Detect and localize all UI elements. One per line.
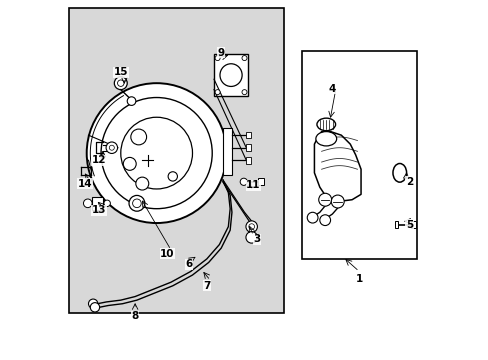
Bar — [395, 221, 398, 228]
Circle shape — [90, 303, 100, 312]
Circle shape — [318, 193, 331, 206]
Text: 12: 12 — [92, 155, 106, 165]
Text: 9: 9 — [217, 48, 224, 58]
Text: 13: 13 — [92, 206, 106, 216]
Circle shape — [240, 178, 247, 185]
Bar — [301, 51, 416, 259]
Bar — [245, 144, 250, 151]
Circle shape — [136, 177, 148, 190]
Circle shape — [129, 195, 144, 211]
Text: 7: 7 — [203, 281, 210, 291]
Text: 15: 15 — [113, 67, 128, 77]
Circle shape — [245, 231, 257, 243]
Circle shape — [242, 55, 246, 60]
Text: 1: 1 — [355, 274, 362, 284]
Text: 8: 8 — [131, 311, 139, 321]
Text: 2: 2 — [405, 177, 412, 187]
Ellipse shape — [220, 64, 242, 86]
Bar — [258, 178, 263, 185]
Text: 11: 11 — [246, 180, 260, 190]
Circle shape — [86, 83, 226, 223]
Text: 4: 4 — [328, 84, 335, 94]
Circle shape — [319, 215, 330, 226]
Ellipse shape — [316, 118, 335, 131]
Text: 3: 3 — [253, 234, 260, 244]
Text: 5: 5 — [405, 220, 412, 230]
Bar — [214, 54, 247, 96]
Bar — [223, 128, 231, 175]
Circle shape — [215, 90, 220, 95]
Circle shape — [168, 172, 177, 181]
Circle shape — [127, 97, 136, 105]
Circle shape — [245, 221, 257, 232]
Text: 10: 10 — [160, 248, 174, 258]
Circle shape — [114, 77, 127, 90]
Bar — [92, 197, 102, 210]
Circle shape — [83, 199, 92, 208]
Circle shape — [88, 299, 98, 309]
Circle shape — [215, 55, 220, 60]
Circle shape — [131, 129, 146, 145]
Text: 6: 6 — [185, 259, 192, 269]
Circle shape — [104, 200, 110, 207]
Bar — [410, 221, 415, 228]
Polygon shape — [314, 132, 360, 202]
Circle shape — [306, 212, 317, 223]
Text: 14: 14 — [78, 179, 92, 189]
Circle shape — [123, 157, 136, 170]
Circle shape — [106, 142, 117, 153]
Circle shape — [242, 90, 246, 95]
Bar — [245, 132, 250, 138]
Bar — [245, 157, 250, 163]
Ellipse shape — [315, 132, 336, 146]
Bar — [69, 8, 284, 313]
Circle shape — [330, 195, 344, 208]
